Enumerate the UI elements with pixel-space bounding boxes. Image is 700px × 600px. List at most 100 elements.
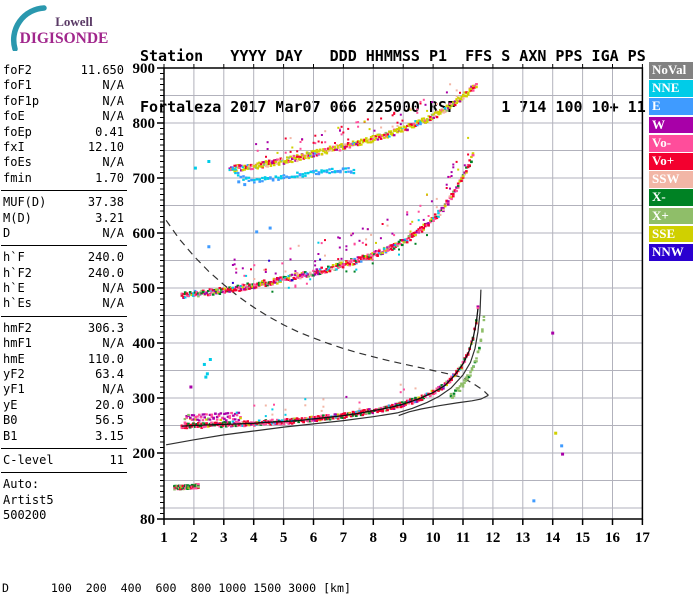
stray-echo-point: [532, 499, 536, 503]
param-row: B1 3.15: [1, 429, 127, 444]
x-axis-tick-label: 16: [605, 530, 621, 546]
y-axis-tick-label: 200: [133, 446, 156, 462]
legend-item-vo+: Vo+: [649, 152, 693, 170]
legend-item-nnw: NNW: [649, 243, 693, 261]
param-row: foEs N/A: [1, 155, 127, 170]
param-row: fxI 12.10: [1, 140, 127, 155]
param-divider: [1, 447, 127, 449]
param-row: B0 56.5: [1, 413, 127, 428]
param-label: foEp: [3, 124, 32, 139]
F-trace-1st-hop-near-spread: [183, 411, 242, 424]
x-axis-tick-label: 10: [426, 530, 441, 546]
x-axis-tick-label: 13: [515, 530, 530, 546]
param-label: hmF2: [3, 320, 32, 335]
stray-echo-point: [204, 375, 208, 379]
param-row: C-level 11: [1, 453, 127, 468]
param-label: D: [3, 225, 11, 240]
param-label: yF2: [3, 367, 25, 382]
param-row: hmF2 306.3: [1, 321, 127, 336]
param-value: N/A: [102, 336, 124, 351]
param-label: foF1p: [3, 93, 40, 108]
param-row: Auto:: [1, 477, 127, 492]
y-axis-tick-label: 80: [140, 512, 155, 528]
y-axis-tick-label: 900: [133, 61, 156, 77]
param-value: 110.0: [87, 351, 124, 366]
logo-digisonde-text: DIGISONDE: [20, 30, 109, 47]
param-label: h`F: [3, 250, 25, 265]
param-row: foF1 N/A: [1, 78, 127, 93]
param-label: hmE: [3, 351, 25, 366]
param-row: D N/A: [1, 226, 127, 241]
param-label: MUF(D): [3, 195, 47, 210]
param-value: 11: [109, 452, 124, 467]
param-label: foEs: [3, 155, 32, 170]
x-axis-tick-label: 11: [456, 530, 470, 546]
param-divider: [1, 245, 127, 247]
lowell-digisonde-logo: Lowell DIGISONDE: [6, 5, 118, 52]
param-value: 37.38: [87, 195, 124, 210]
y-axis-tick-label: 600: [133, 226, 156, 242]
param-label: Auto:: [3, 477, 40, 492]
param-row: h`Es N/A: [1, 296, 127, 311]
param-row: foEp 0.41: [1, 125, 127, 140]
param-label: foF1: [3, 78, 32, 93]
param-label: C-level: [3, 452, 54, 467]
legend-item-noval: NoVal: [649, 62, 693, 79]
x-axis-tick-label: 14: [545, 530, 561, 546]
stray-echo-point: [207, 160, 211, 163]
param-value: N/A: [102, 78, 124, 93]
param-value: N/A: [102, 296, 124, 311]
stray-echo-point: [554, 431, 558, 435]
param-value: 3.15: [95, 428, 124, 443]
param-row: yE 20.0: [1, 398, 127, 413]
param-row: fmin 1.70: [1, 171, 127, 186]
param-row: h`F2 240.0: [1, 266, 127, 281]
param-value: 20.0: [95, 397, 124, 412]
param-row: yF2 63.4: [1, 367, 127, 382]
legend-item-vo-: Vo-: [649, 134, 693, 152]
stray-echo-point: [268, 226, 272, 230]
x-axis-tick-label: 2: [190, 530, 198, 546]
3rd-hop-lower-NNE-band: [231, 166, 356, 184]
param-label: h`F2: [3, 265, 32, 280]
param-label: yE: [3, 397, 18, 412]
param-label: foE: [3, 109, 25, 124]
stray-echo-point: [243, 183, 247, 187]
param-row: foF2 11.650: [1, 63, 127, 78]
param-value: 306.3: [87, 320, 124, 335]
stray-echo-point: [255, 230, 259, 234]
x-axis-tick-label: 1: [160, 530, 168, 546]
F-trace-1st-hop-O-mode-fitted-line: [181, 308, 479, 427]
param-divider: [1, 472, 127, 474]
true-height-profile: [165, 289, 482, 446]
legend-item-nne: NNE: [649, 80, 693, 97]
stray-echo-point: [237, 180, 241, 184]
param-label: 500200: [3, 508, 47, 523]
param-label: B1: [3, 428, 18, 443]
stray-echo-point: [193, 166, 197, 170]
MUF-transmission-curve: [165, 219, 489, 396]
param-label: M(D): [3, 210, 32, 225]
y-axis-tick-label: 700: [133, 171, 156, 187]
param-row: foF1p N/A: [1, 94, 127, 109]
x-axis-tick-label: 5: [280, 530, 288, 546]
y-axis-tick-label: 800: [133, 116, 156, 132]
param-label: fxI: [3, 139, 25, 154]
logo-lowell-text: Lowell: [55, 14, 93, 29]
param-value: 11.650: [80, 63, 124, 77]
F-trace-2nd-hop: [180, 136, 475, 299]
param-value: N/A: [102, 225, 124, 240]
header-column-titles: Station YYYY DAY DDD HHMMSS P1 FFS S AXN…: [140, 47, 646, 65]
param-value: 0.41: [95, 124, 124, 139]
x-axis-tick-label: 12: [485, 530, 500, 546]
param-row: foE N/A: [1, 109, 127, 124]
stray-echo-point: [208, 358, 212, 361]
param-value: 3.21: [95, 210, 124, 225]
x-axis-tick-label: 3: [220, 530, 228, 546]
y-axis-tick-label: 400: [133, 336, 156, 352]
param-label: h`E: [3, 281, 25, 296]
y-axis-tick-label: 300: [133, 391, 156, 407]
y-axis-tick-label: 500: [133, 281, 156, 297]
stray-echo-point: [207, 245, 211, 249]
param-row: Artist5: [1, 493, 127, 508]
